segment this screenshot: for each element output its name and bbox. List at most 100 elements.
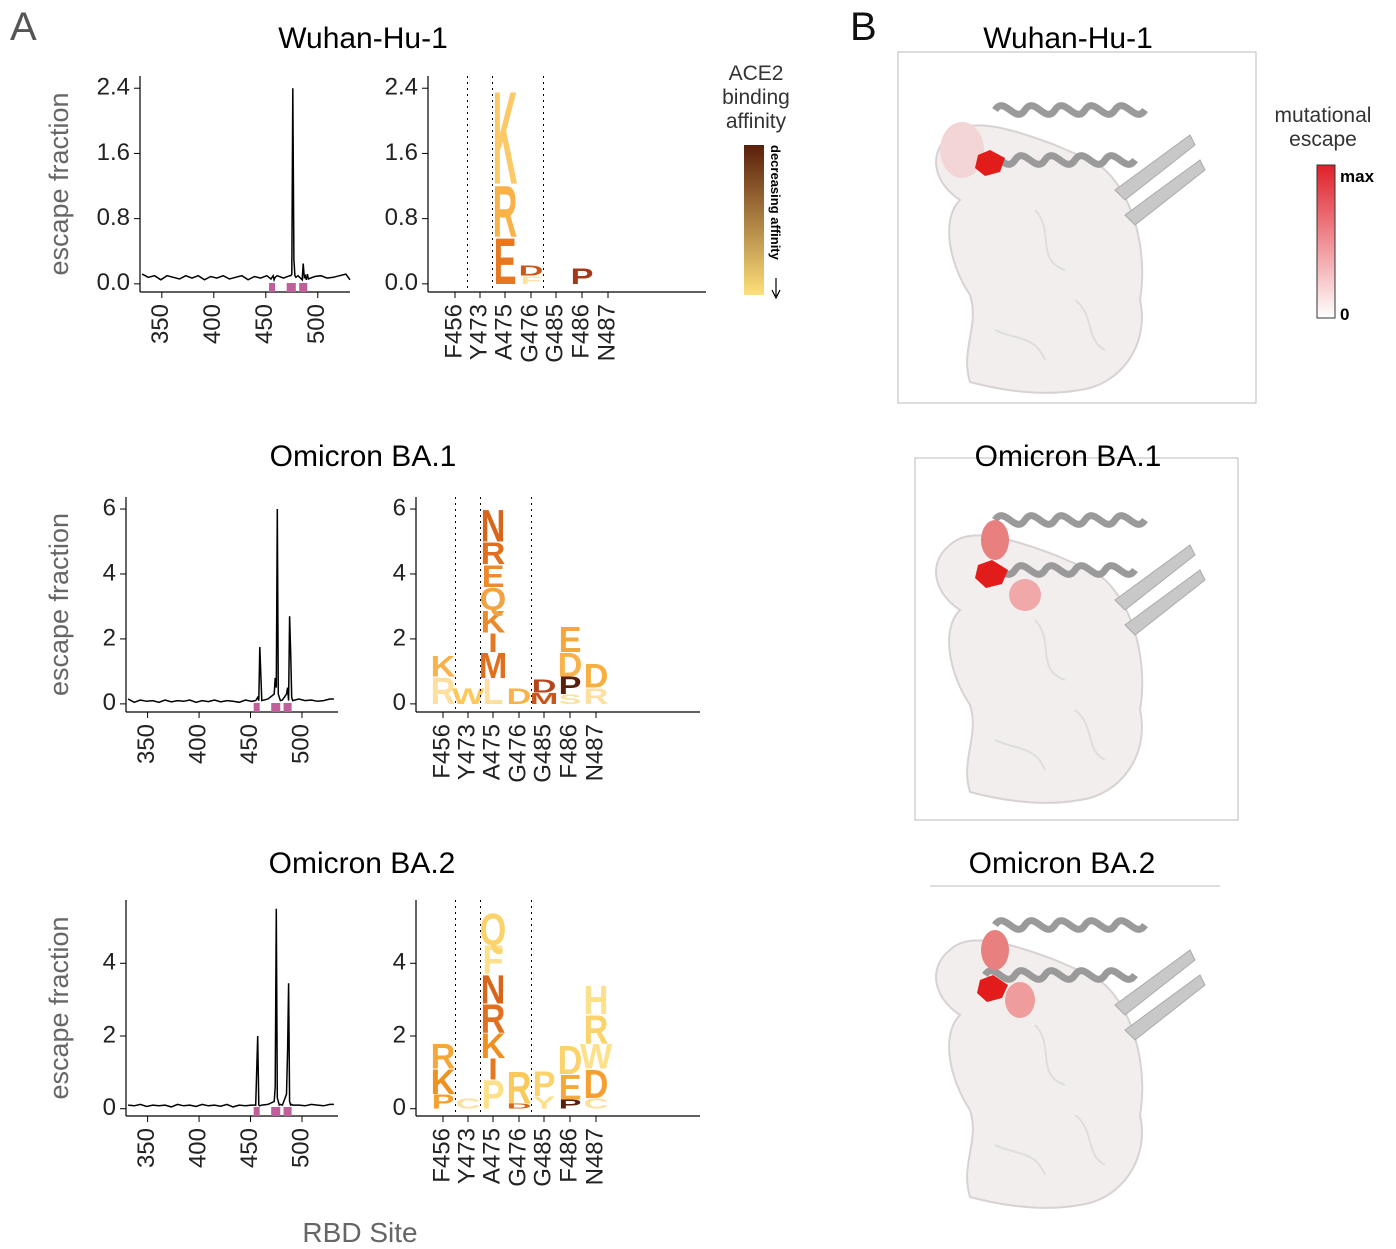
y-tick-label: 0: [103, 689, 116, 716]
y-tick-label: 4: [393, 559, 406, 586]
legend-min: 0: [1340, 305, 1349, 324]
x-tick-label: F486: [555, 724, 582, 779]
highlight-site: [254, 703, 260, 712]
y-tick-label: 0.8: [385, 204, 418, 231]
x-tick-label: A475: [478, 724, 505, 780]
colorbar: [744, 145, 764, 295]
x-tick-label: F456: [428, 724, 455, 779]
x-tick-label: 500: [287, 1128, 314, 1168]
logo-letter: R: [431, 1037, 456, 1077]
structure: [936, 516, 1205, 803]
x-tick-label: 450: [236, 1128, 263, 1168]
x-tick-label: G485: [529, 1128, 556, 1187]
x-tick-label: G476: [504, 724, 531, 783]
logo-letter: K: [493, 63, 518, 212]
escape-patch: [1009, 579, 1041, 611]
x-tick-label: 400: [184, 724, 211, 764]
y-tick-label: 0: [393, 1094, 406, 1121]
x-tick-label: 500: [287, 724, 314, 764]
x-tick-label: G485: [529, 724, 556, 783]
chart-title: Wuhan-Hu-1: [278, 22, 448, 55]
y-tick-label: 0: [103, 1094, 116, 1121]
y-axis-label: escape fraction: [44, 513, 74, 696]
x-tick-label: F456: [428, 1128, 455, 1183]
logo-chart: 024F456PKRY473CA475PIKRNFQG476DRG485YPF4…: [393, 900, 700, 1187]
y-axis-label: escape fraction: [44, 916, 74, 1099]
x-tick-label: 350: [133, 1128, 160, 1168]
panel-label: A: [10, 5, 37, 49]
x-tick-label: G485: [541, 304, 568, 363]
x-axis-label: RBD Site: [302, 1217, 417, 1248]
y-tick-label: 4: [103, 949, 116, 976]
x-tick-label: N487: [593, 304, 620, 361]
structure-title: Omicron BA.1: [975, 440, 1162, 473]
legend-title: binding: [722, 86, 790, 109]
highlight-site: [290, 283, 296, 292]
y-tick-label: 1.6: [97, 139, 130, 166]
x-tick-label: F456: [440, 304, 467, 359]
y-tick-label: 2: [393, 1021, 406, 1048]
x-tick-label: 400: [184, 1128, 211, 1168]
chart-title: Omicron BA.1: [270, 440, 457, 473]
x-tick-label: A475: [490, 304, 517, 360]
x-tick-label: N487: [581, 724, 608, 781]
x-tick-label: Y473: [465, 304, 492, 360]
logo-letter: W: [452, 684, 485, 709]
escape-patch: [981, 520, 1009, 560]
panel-label: B: [850, 5, 877, 49]
x-tick-label: 350: [147, 304, 174, 344]
logo-letter: P: [533, 1065, 556, 1105]
x-tick-label: G476: [504, 1128, 531, 1187]
x-tick-label: 350: [133, 724, 160, 764]
logo-letter: H: [584, 978, 609, 1023]
legend-max: max: [1340, 167, 1375, 186]
y-tick-label: 2.4: [97, 74, 130, 101]
x-tick-label: 500: [303, 304, 330, 344]
y-tick-label: 0.0: [385, 269, 418, 296]
legend-title: affinity: [726, 110, 787, 133]
logo-letter: C: [456, 1095, 481, 1112]
y-tick-label: 1.6: [385, 139, 418, 166]
x-tick-label: N487: [581, 1128, 608, 1185]
y-tick-label: 4: [393, 949, 406, 976]
x-tick-label: 450: [251, 304, 278, 344]
x-tick-label: 400: [199, 304, 226, 344]
highlight-site: [274, 703, 280, 712]
logo-letter: D: [519, 262, 544, 279]
logo-letter: D: [507, 684, 532, 709]
colorbar: [1317, 165, 1335, 318]
highlight-site: [286, 1107, 292, 1116]
y-tick-label: 2.4: [385, 74, 418, 101]
x-tick-label: 450: [236, 724, 263, 764]
logo-letter: P: [571, 264, 594, 289]
x-tick-label: Y473: [453, 1128, 480, 1184]
structure: [936, 921, 1205, 1208]
y-tick-label: 2: [103, 624, 116, 651]
logo-letter: R: [507, 1063, 532, 1114]
structure-title: Omicron BA.2: [969, 847, 1156, 880]
x-tick-label: A475: [478, 1128, 505, 1184]
y-tick-label: 4: [103, 559, 116, 586]
legend-title: mutational: [1275, 104, 1372, 127]
legend-title: escape: [1289, 128, 1357, 151]
highlight-site: [301, 283, 307, 292]
logo-letter: Q: [480, 904, 507, 955]
legend-direction: decreasing affinity: [768, 145, 783, 261]
y-tick-label: 2: [103, 1021, 116, 1048]
logo-letter: D: [532, 676, 557, 696]
escape-line: [142, 88, 350, 280]
logo-letter: D: [584, 658, 609, 696]
highlight-site: [254, 1107, 260, 1116]
legend-title: ACE2: [729, 62, 784, 85]
x-tick-label: F486: [567, 304, 594, 359]
escape-patch: [981, 930, 1009, 970]
logo-letter: E: [559, 620, 582, 660]
logo-letter: N: [481, 502, 506, 552]
x-tick-label: G476: [516, 304, 543, 363]
y-tick-label: 6: [103, 494, 116, 521]
logo-chart: 0246F456RKY473WA475LMIKQERNG476DG485MDF4…: [393, 494, 700, 782]
arrow: [772, 278, 780, 298]
logo-letter: D: [558, 1038, 583, 1083]
logo-letter: K: [431, 650, 456, 683]
